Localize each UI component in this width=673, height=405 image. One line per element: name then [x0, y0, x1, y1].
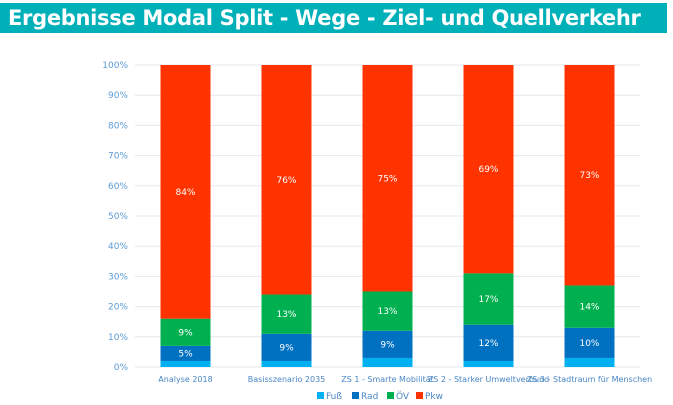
y-tick-label: 20% [108, 303, 128, 313]
legend-label: Pkw [425, 392, 443, 402]
bar-segment-fuß [160, 360, 211, 367]
bar-segment-pkw [160, 65, 211, 319]
data-label: 9% [279, 343, 294, 353]
data-label: 5% [178, 349, 193, 359]
data-label: 69% [478, 165, 498, 175]
x-tick-label: ZS 1 - Smarte Mobilität [341, 375, 434, 384]
x-tick-label: ZS 2 - Starker Umweltverbund [428, 375, 549, 384]
x-tick-label: Basisszenario 2035 [248, 375, 326, 384]
legend-swatch [317, 392, 324, 399]
bar-segment-pkw [261, 65, 312, 295]
data-label: 9% [178, 328, 193, 338]
data-label: 76% [276, 176, 296, 186]
legend-label: ÖV [396, 391, 410, 402]
legend-swatch [352, 392, 359, 399]
data-label: 9% [380, 340, 395, 350]
bar-segment-rad [463, 324, 514, 361]
data-label: 10% [579, 339, 599, 349]
y-tick-label: 30% [108, 272, 128, 282]
bar-segment-pkw [463, 65, 514, 274]
bar-segment-rad [362, 330, 413, 358]
bar-segment-fuß [261, 360, 312, 367]
data-label: 17% [478, 295, 498, 305]
data-label: 14% [579, 303, 599, 313]
y-tick-label: 90% [108, 91, 128, 101]
data-label: 13% [276, 310, 296, 320]
bar-segment-fuß [564, 357, 615, 367]
bar-segment-pkw [564, 65, 615, 286]
chart-title: Ergebnisse Modal Split - Wege - Ziel- un… [0, 3, 667, 33]
bar-segment-rad [261, 333, 312, 361]
bar-segment-öv [564, 285, 615, 328]
legend-label: Fuß [326, 392, 342, 402]
y-tick-label: 50% [108, 212, 128, 222]
bar-segment-rad [160, 345, 211, 361]
bar-segment-öv [160, 318, 211, 346]
y-tick-label: 10% [108, 333, 128, 343]
bar-segment-fuß [463, 360, 514, 367]
y-tick-label: 60% [108, 182, 128, 192]
y-tick-label: 40% [108, 242, 128, 252]
bar-segment-fuß [362, 357, 413, 367]
bar-segment-öv [261, 294, 312, 334]
legend-swatch [416, 392, 423, 399]
y-tick-label: 0% [114, 363, 129, 373]
x-tick-label: Analyse 2018 [158, 375, 212, 384]
data-label: 84% [175, 188, 195, 198]
bar-segment-öv [463, 273, 514, 325]
data-label: 75% [377, 174, 397, 184]
y-tick-label: 80% [108, 121, 128, 131]
legend-label: Rad [361, 392, 378, 402]
data-label: 13% [377, 307, 397, 317]
bar-segment-pkw [362, 65, 413, 292]
data-label: 12% [478, 339, 498, 349]
y-tick-label: 100% [102, 61, 128, 71]
bar-segment-rad [564, 327, 615, 358]
x-tick-label: ZS 3 - Stadtraum für Menschen [527, 375, 652, 384]
y-tick-label: 70% [108, 152, 128, 162]
data-label: 73% [579, 171, 599, 181]
bar-segment-öv [362, 291, 413, 331]
legend-swatch [387, 392, 394, 399]
